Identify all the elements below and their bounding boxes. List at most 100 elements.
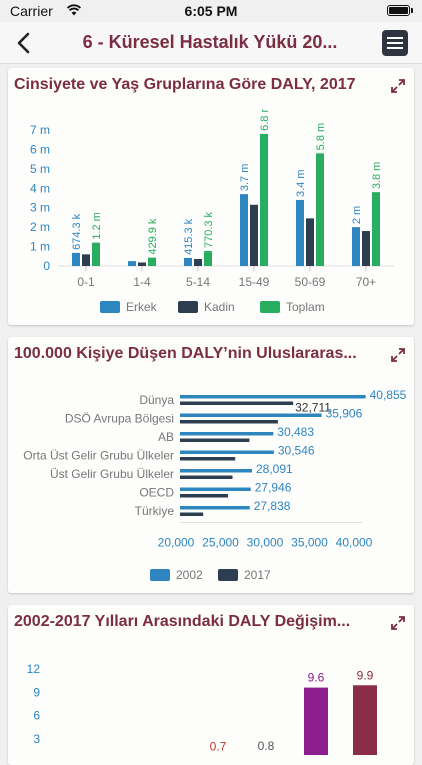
y-tick-label: 4 m <box>30 181 50 195</box>
bar-2017 <box>180 401 294 405</box>
legend-item-2017[interactable]: 2017 <box>218 568 271 582</box>
data-label: 770.3 k <box>203 211 215 248</box>
bar-kadin <box>362 231 370 266</box>
bar-2002 <box>180 450 274 454</box>
x-tick-label: 1-4 <box>133 275 151 289</box>
y-tick-label: 2 m <box>30 220 50 234</box>
x-tick-label: 5-14 <box>186 275 210 289</box>
bar-2017 <box>180 475 233 479</box>
legend-item-erkek[interactable]: Erkek <box>100 300 157 314</box>
y-tick-label: 6 m <box>30 142 50 156</box>
legend-item-toplam[interactable]: Toplam <box>260 300 325 314</box>
legend-item-2002[interactable]: 2002 <box>150 568 203 582</box>
intl-daly-comparison-card: 100.000 Kişiye Düşen DALY’nin Uluslarara… <box>8 337 414 593</box>
legend-item-kadin[interactable]: Kadin <box>178 300 235 314</box>
data-label: 27,838 <box>254 499 291 513</box>
x-tick-label: 15-49 <box>239 275 270 289</box>
x-tick-label: 25,000 <box>202 536 239 550</box>
clock: 6:05 PM <box>184 3 238 19</box>
bar <box>353 685 377 755</box>
bar-kadin <box>250 204 258 266</box>
data-label: 3.8 m <box>371 162 383 190</box>
bar <box>304 687 328 755</box>
bar-2017 <box>180 438 250 442</box>
bar-kadin <box>82 254 90 266</box>
battery-icon <box>387 5 413 16</box>
page-title: 6 - Küresel Hastalık Yükü 20... <box>82 32 338 52</box>
y-category-label: Üst Gelir Grubu Ülkeler <box>50 467 174 481</box>
bar-kadin <box>194 259 202 266</box>
expand-icon[interactable] <box>390 78 406 94</box>
y-category-label: Türkiye <box>135 504 175 518</box>
data-label: 3.4 m <box>295 169 307 197</box>
bar-kadin <box>138 262 146 266</box>
data-label: 3.7 m <box>239 164 251 192</box>
y-tick-label: 3 m <box>30 201 50 215</box>
bar-chart-sex-age: 0 1 m 2 m 3 m 4 m 5 m 6 m 7 m 0-1 674.3 k 1.2 m 1-4… <box>30 109 394 289</box>
bar-2002 <box>180 506 250 510</box>
legend: Erkek Kadin Toplam <box>100 300 400 316</box>
bar-2002 <box>180 395 366 399</box>
bar-erkek <box>128 261 136 266</box>
data-label: 415.3 k <box>183 218 195 255</box>
x-tick-label: 50-69 <box>295 275 326 289</box>
daly-change-card: 2002-2017 Yılları Arasındaki DALY Değişi… <box>8 605 414 765</box>
bar-2002 <box>180 487 251 491</box>
data-label: 0.8 <box>258 739 275 753</box>
nav-bar: 6 - Küresel Hastalık Yükü 20... <box>0 22 422 64</box>
bar-erkek <box>72 252 80 266</box>
bar-2017 <box>180 420 278 424</box>
data-label: 1.2 m <box>91 212 103 240</box>
y-tick-label: 7 m <box>30 123 50 137</box>
y-tick-label: 3 <box>33 732 40 746</box>
expand-icon[interactable] <box>390 615 406 631</box>
card-title: Cinsiyete ve Yaş Gruplarına Göre DALY, 2… <box>14 76 356 93</box>
x-tick-label: 0-1 <box>77 275 95 289</box>
bar-2002 <box>180 469 253 473</box>
data-label: 27,946 <box>255 481 292 495</box>
y-category-label: Orta Üst Gelir Grubu Ülkeler <box>23 449 174 463</box>
wifi-icon <box>67 4 81 16</box>
data-label: 32,711 <box>295 401 331 415</box>
data-label: 0.7 <box>210 740 227 754</box>
bar-erkek <box>184 257 192 266</box>
data-label: 9.9 <box>357 668 374 682</box>
status-bar: Carrier 6:05 PM <box>0 0 422 22</box>
back-chevron-icon[interactable] <box>12 30 38 56</box>
bar-2017 <box>180 512 204 516</box>
y-category-label: DSÖ Avrupa Bölgesi <box>65 412 174 426</box>
y-category-label: OECD <box>139 486 174 500</box>
card-title: 100.000 Kişiye Düşen DALY’nin Uluslarara… <box>14 345 357 362</box>
data-label: 5.8 m <box>315 123 327 151</box>
card-title: 2002-2017 Yılları Arasındaki DALY Değişi… <box>14 613 351 630</box>
daly-by-sex-age-card: Cinsiyete ve Yaş Gruplarına Göre DALY, 2… <box>8 68 414 325</box>
data-label: 674.3 k <box>71 213 83 250</box>
legend: 2002 2017 <box>150 568 350 584</box>
x-tick-label: 20,000 <box>158 536 195 550</box>
bar-chart-daly-change: 3 6 9 12 0.7 0.8 9.6 9.9 <box>27 662 377 755</box>
bar-2002 <box>180 432 274 436</box>
data-label: 429.9 k <box>147 218 159 255</box>
y-tick-label: 9 <box>33 685 40 699</box>
bar-2017 <box>180 494 229 498</box>
data-label: 30,483 <box>277 425 314 439</box>
y-category-label: AB <box>158 430 174 444</box>
data-label: 6.8 r <box>259 109 271 131</box>
bar-toplam <box>316 153 324 266</box>
x-tick-label: 35,000 <box>291 536 328 550</box>
bar-toplam <box>372 192 380 266</box>
bar-toplam <box>92 242 100 266</box>
bar-erkek <box>352 227 360 266</box>
data-label: 28,091 <box>256 462 293 476</box>
menu-list-icon[interactable] <box>382 30 408 56</box>
bar-toplam <box>260 133 268 266</box>
x-tick-label: 30,000 <box>247 536 284 550</box>
data-label: 40,855 <box>370 388 407 402</box>
expand-icon[interactable] <box>390 347 406 363</box>
y-tick-label: 12 <box>27 662 41 676</box>
bar-erkek <box>296 199 304 266</box>
hbar-chart-international: Dünya 40,855 32,711 DSÖ Avrupa Bölgesi 35,90… <box>23 388 407 550</box>
data-label: 9.6 <box>308 671 325 685</box>
y-category-label: Dünya <box>139 393 174 407</box>
x-tick-label: 70+ <box>356 275 376 289</box>
